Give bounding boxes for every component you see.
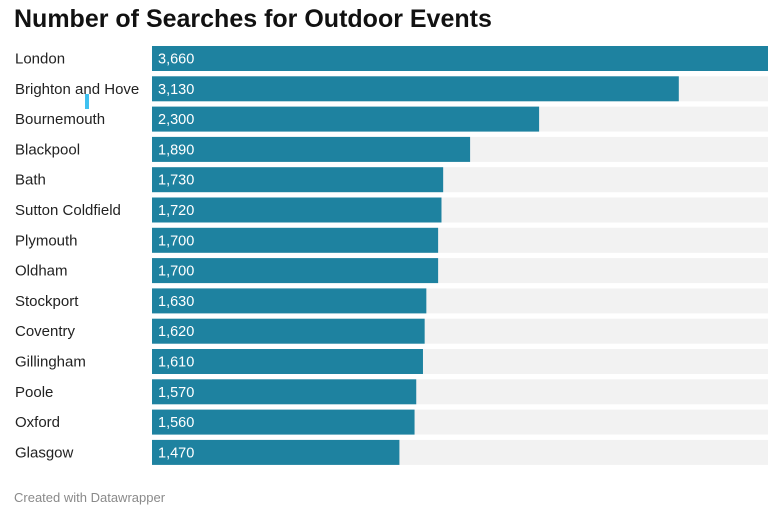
bar-row: London 3,660 (15, 46, 768, 71)
chart-title: Number of Searches for Outdoor Events (14, 5, 492, 33)
bar (152, 167, 444, 193)
bar-row: Bournemouth 2,300 (15, 106, 768, 132)
category-label: Brighton and Hove (15, 81, 139, 98)
bar (152, 46, 768, 71)
bar (152, 258, 439, 284)
bar (152, 76, 679, 102)
bar (152, 136, 471, 162)
bar (152, 349, 423, 374)
category-label: Poole (15, 384, 53, 401)
bar (152, 288, 427, 314)
bar-row: Sutton Coldfield 1,720 (15, 197, 768, 223)
bar-row: Oxford 1,560 (15, 409, 768, 435)
value-label: 1,730 (158, 173, 194, 189)
value-label: 3,660 (158, 52, 194, 68)
bar (152, 409, 415, 435)
bar-row: Glasgow 1,470 (15, 439, 768, 465)
bar-row: Oldham 1,700 (15, 258, 768, 284)
value-label: 1,620 (158, 324, 194, 340)
value-label: 1,570 (158, 385, 194, 401)
bar-row: Stockport 1,630 (15, 288, 768, 314)
value-label: 2,300 (158, 112, 194, 128)
bar-row: Gillingham 1,610 (15, 349, 768, 374)
category-label: Stockport (15, 293, 79, 310)
value-label: 1,610 (158, 355, 194, 371)
bar (152, 197, 442, 223)
category-label: Oldham (15, 263, 68, 280)
bar-row: Plymouth 1,700 (15, 227, 768, 253)
value-label: 1,560 (158, 415, 194, 431)
value-label: 1,720 (158, 203, 194, 219)
category-label: Blackpool (15, 141, 80, 158)
category-label: Glasgow (15, 444, 74, 461)
bar-row: Blackpool 1,890 (15, 136, 768, 162)
bar-row: Brighton and Hove 3,130 (15, 76, 768, 102)
category-label: Sutton Coldfield (15, 202, 121, 219)
category-label: Bath (15, 172, 46, 189)
bar (152, 379, 417, 405)
value-label: 1,700 (158, 264, 194, 280)
value-label: 1,700 (158, 233, 194, 249)
bar (152, 227, 439, 253)
category-label: Oxford (15, 414, 60, 431)
text-cursor-indicator (85, 94, 89, 109)
category-label: Bournemouth (15, 111, 105, 128)
category-label: London (15, 51, 65, 68)
value-label: 1,890 (158, 142, 194, 158)
bar (152, 439, 400, 465)
category-label: Gillingham (15, 354, 86, 371)
category-label: Coventry (15, 323, 76, 340)
value-label: 3,130 (158, 82, 194, 98)
bar-row: Bath 1,730 (15, 167, 768, 193)
value-label: 1,630 (158, 294, 194, 310)
bar-row: Poole 1,570 (15, 379, 768, 405)
bar-row: Coventry 1,620 (15, 318, 768, 344)
footer-credit: Created with Datawrapper (14, 490, 166, 505)
bar (152, 106, 540, 132)
value-label: 1,470 (158, 445, 194, 461)
bar (152, 318, 425, 344)
category-label: Plymouth (15, 232, 78, 249)
